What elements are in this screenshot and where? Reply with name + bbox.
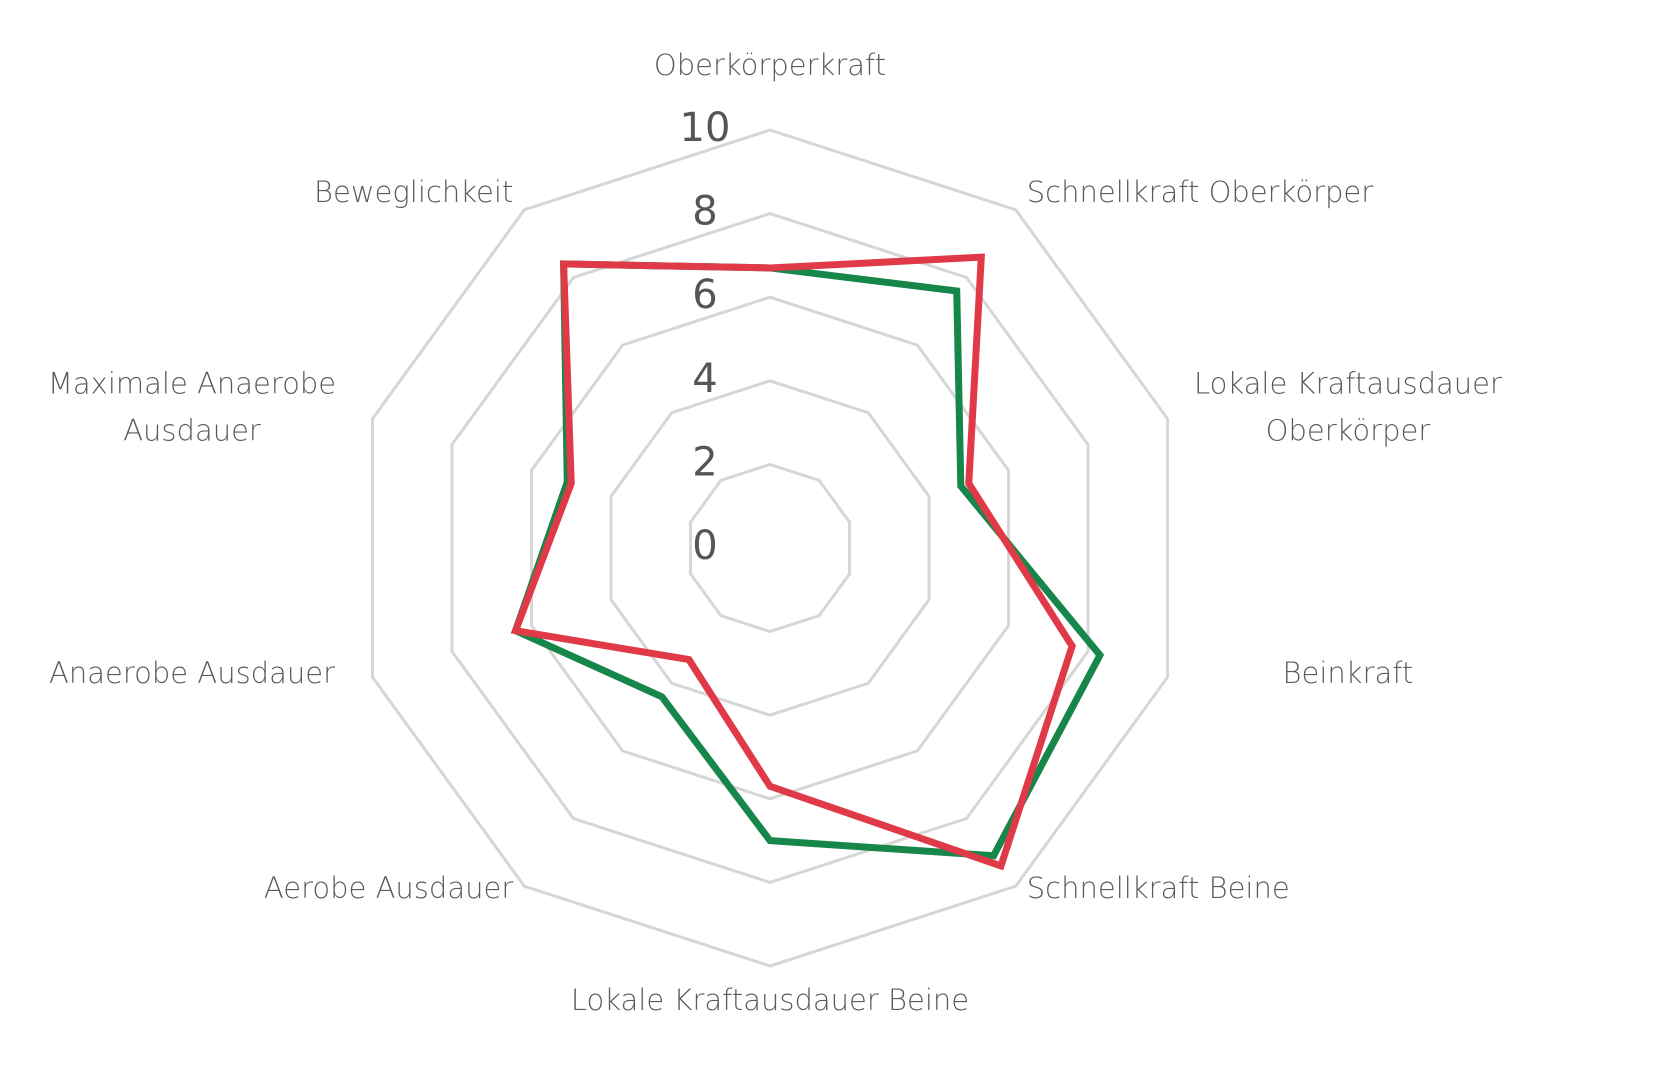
category-label: Beinkraft	[1282, 655, 1414, 690]
category-label: Lokale Kraftausdauer Beine	[570, 982, 970, 1017]
grid-ring	[688, 462, 852, 634]
series-line	[511, 260, 1105, 860]
category-label: Schnellkraft Oberkörper	[1026, 174, 1374, 209]
category-label: Lokale Kraftausdauer Oberkörper	[1193, 366, 1502, 448]
grid-ring	[529, 295, 1011, 801]
category-label: Aerobe Ausdauer	[263, 870, 514, 905]
tick-label: 6	[692, 272, 717, 318]
tick-label: 8	[692, 189, 717, 235]
tick-label: 4	[692, 356, 717, 402]
category-label: Beweglichkeit	[313, 174, 514, 209]
category-label: Schnellkraft Beine	[1026, 870, 1290, 905]
grid-ring	[370, 128, 1170, 968]
category-label: Maximale Anaerobe Ausdauer	[47, 366, 337, 448]
category-label: Anaerobe Ausdauer	[49, 655, 336, 690]
category-label: Oberkörperkraft	[653, 47, 887, 82]
grid-ring	[450, 212, 1090, 884]
tick-label: 10	[680, 105, 731, 151]
series-line	[510, 253, 1076, 871]
grid-ring	[609, 379, 931, 717]
tick-label: 2	[692, 439, 717, 485]
tick-label: 0	[692, 523, 717, 569]
